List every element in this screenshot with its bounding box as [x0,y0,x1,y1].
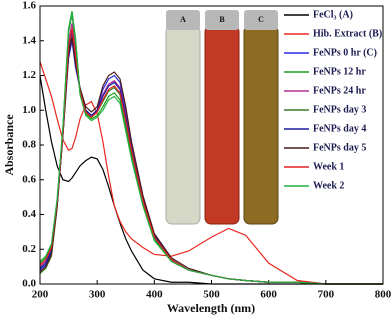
y-tick-label: 0.8 [22,139,36,151]
inset-label: B [219,15,225,24]
y-tick-label: 0.2 [22,243,36,255]
y-tick-label: 1.4 [22,34,36,46]
y-tick-label: 0.0 [22,278,36,290]
x-tick-label: 500 [203,289,220,301]
vial-a [165,25,201,225]
vial-cap [166,10,200,30]
y-tick-label: 1.0 [22,104,36,116]
vial-cap [205,10,239,30]
legend-label: FeCl₃ (A) [313,9,353,20]
inset-label: A [180,15,186,24]
plot-frame [39,5,384,285]
inset-photo: A B C [160,6,284,228]
vial-cap [244,10,278,30]
legend-label: FeNPs 0 hr (C) [313,47,377,58]
y-axis-title: Absorbance [2,114,16,176]
x-axis-title: Wavelength (nm) [167,301,255,315]
legend-label: FeNPs 12 hr [313,66,366,77]
y-tick-label: 1.2 [22,69,36,81]
legend-label: FeNPs day 5 [313,142,366,153]
legend-label: FeNPs day 3 [313,104,366,115]
x-tick-label: 400 [146,289,163,301]
inset-label: C [258,15,264,24]
x-tick-label: 800 [375,289,392,301]
y-tick-label: 1.6 [22,0,36,12]
y-tick-label: 0.4 [22,208,36,220]
x-tick-label: 300 [89,289,106,301]
series-line [39,61,383,285]
vial-b [204,25,240,225]
y-tick-label: 0.6 [22,173,36,185]
x-tick-label: 200 [32,289,49,301]
series-line [39,12,383,285]
legend-label: FeNPs day 4 [313,123,366,134]
legend-label: FeNPs 24 hr [313,85,366,96]
x-tick-label: 600 [260,289,277,301]
vial-c [243,25,279,225]
legend-label: Hib. Extract (B) [313,28,382,39]
legend-label: Week 2 [313,180,344,191]
legend-label: Week 1 [313,161,344,172]
x-tick-label: 700 [318,289,335,301]
